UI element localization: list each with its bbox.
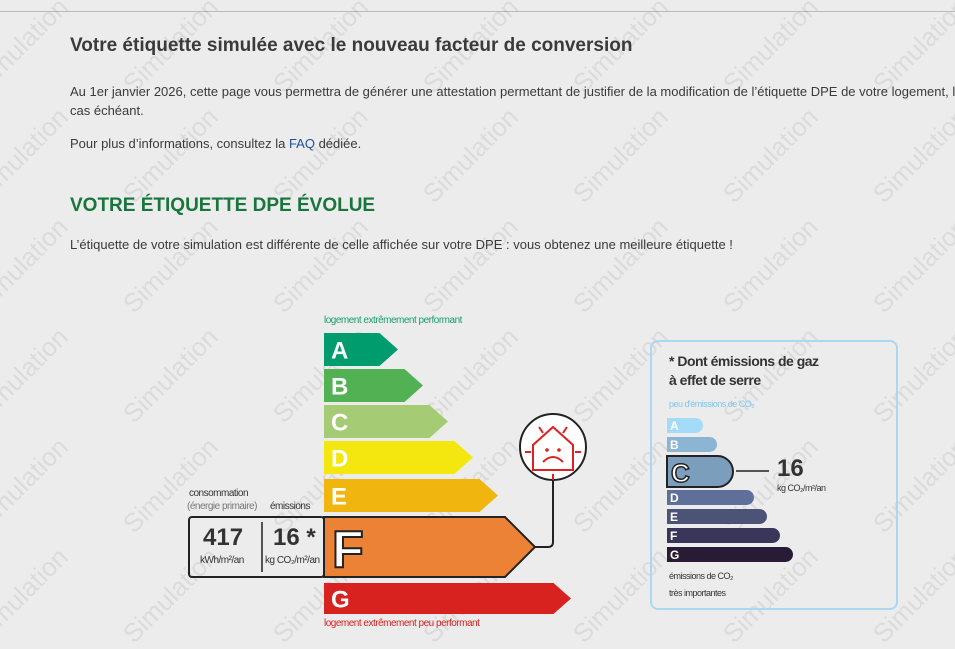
faq-link[interactable]: FAQ: [288, 136, 315, 151]
dpe-letter-c: C: [331, 410, 348, 437]
ges-bar-b: [667, 437, 718, 452]
dpe-bar-b: [324, 369, 423, 402]
dpe-letter-a: A: [331, 338, 348, 365]
consumption-value: 417: [203, 524, 244, 551]
house-outline-icon: [532, 425, 574, 471]
dpe-letter-f: F: [332, 521, 364, 579]
dpe-bar-d: [324, 441, 473, 474]
ges-unit: kg CO₂/m²/an: [777, 483, 826, 493]
dpe-bar-c: [324, 405, 448, 438]
ges-bar-f: [667, 528, 781, 543]
ges-bar-c: [666, 455, 734, 488]
consumption-unit: kWh/m²/an: [200, 555, 244, 566]
ges-letter-f: F: [670, 529, 677, 543]
heat-loss-arrow-icon: [538, 426, 544, 434]
dpe-bar-g: [324, 583, 571, 614]
ges-bottom-line1: émissions de CO₂: [669, 571, 734, 581]
ges-panel: [650, 340, 898, 610]
ges-title-line2: à effet de serre: [669, 372, 761, 388]
emissions-unit: kg CO₂/m²/an: [265, 555, 320, 566]
section-heading: VOTRE ÉTIQUETTE DPE ÉVOLUE: [70, 195, 376, 216]
info-prefix: Pour plus d’informations, consultez la: [70, 136, 289, 151]
ges-letter-a: A: [670, 419, 679, 433]
ges-letter-b: B: [670, 438, 679, 452]
page-title: Votre étiquette simulée avec le nouveau …: [70, 35, 633, 56]
ges-letter-d: D: [670, 491, 679, 505]
top-divider: [0, 11, 955, 12]
dpe-letter-b: B: [331, 374, 348, 401]
dpe-letter-e: E: [331, 484, 347, 511]
ges-bottom-line2: très importantes: [669, 588, 726, 598]
dpe-bottom-label: logement extrêmement peu performant: [324, 618, 480, 629]
heat-loss-arrow-icon: [562, 426, 568, 434]
ges-letter-e: E: [670, 510, 678, 524]
dpe-letter-d: D: [331, 446, 348, 473]
ges-bar-e: [667, 509, 767, 524]
intro-text: Au 1er janvier 2026, cette page vous per…: [70, 84, 955, 118]
consumption-sublabel: (énergie primaire): [187, 501, 257, 512]
info-text: Pour plus d’informations, consultez la F…: [70, 134, 361, 153]
sad-eye-icon: [557, 448, 561, 452]
sad-eye-icon: [545, 448, 549, 452]
dpe-letter-g: G: [331, 587, 350, 614]
ges-top-label: peu d'émissions de CO₂: [669, 399, 755, 409]
info-suffix: dédiée.: [314, 136, 362, 151]
ges-title-line1: * Dont émissions de gaz: [669, 353, 819, 369]
emissions-label: émissions: [270, 501, 310, 512]
ges-title: * Dont émissions de gaz à effet de serre: [669, 352, 819, 390]
dpe-bar-a: [324, 333, 398, 366]
ges-bar-a: [667, 418, 703, 433]
ges-bar-g: [667, 547, 793, 562]
emissions-value: 16 *: [273, 524, 316, 551]
ges-letter-c: C: [671, 458, 690, 488]
dpe-values-box: [188, 516, 325, 578]
dpe-bar-e: [324, 479, 498, 512]
ges-value: 16: [777, 455, 804, 482]
ges-letter-g: G: [670, 548, 679, 562]
consumption-label: consommation: [189, 488, 249, 499]
ges-bar-d: [667, 490, 755, 505]
section-text: L’étiquette de votre simulation est diff…: [70, 237, 733, 252]
sad-mouth-icon: [542, 456, 564, 463]
dpe-top-label: logement extrêmement performant: [324, 315, 462, 326]
dpe-connector-line: [535, 480, 554, 548]
